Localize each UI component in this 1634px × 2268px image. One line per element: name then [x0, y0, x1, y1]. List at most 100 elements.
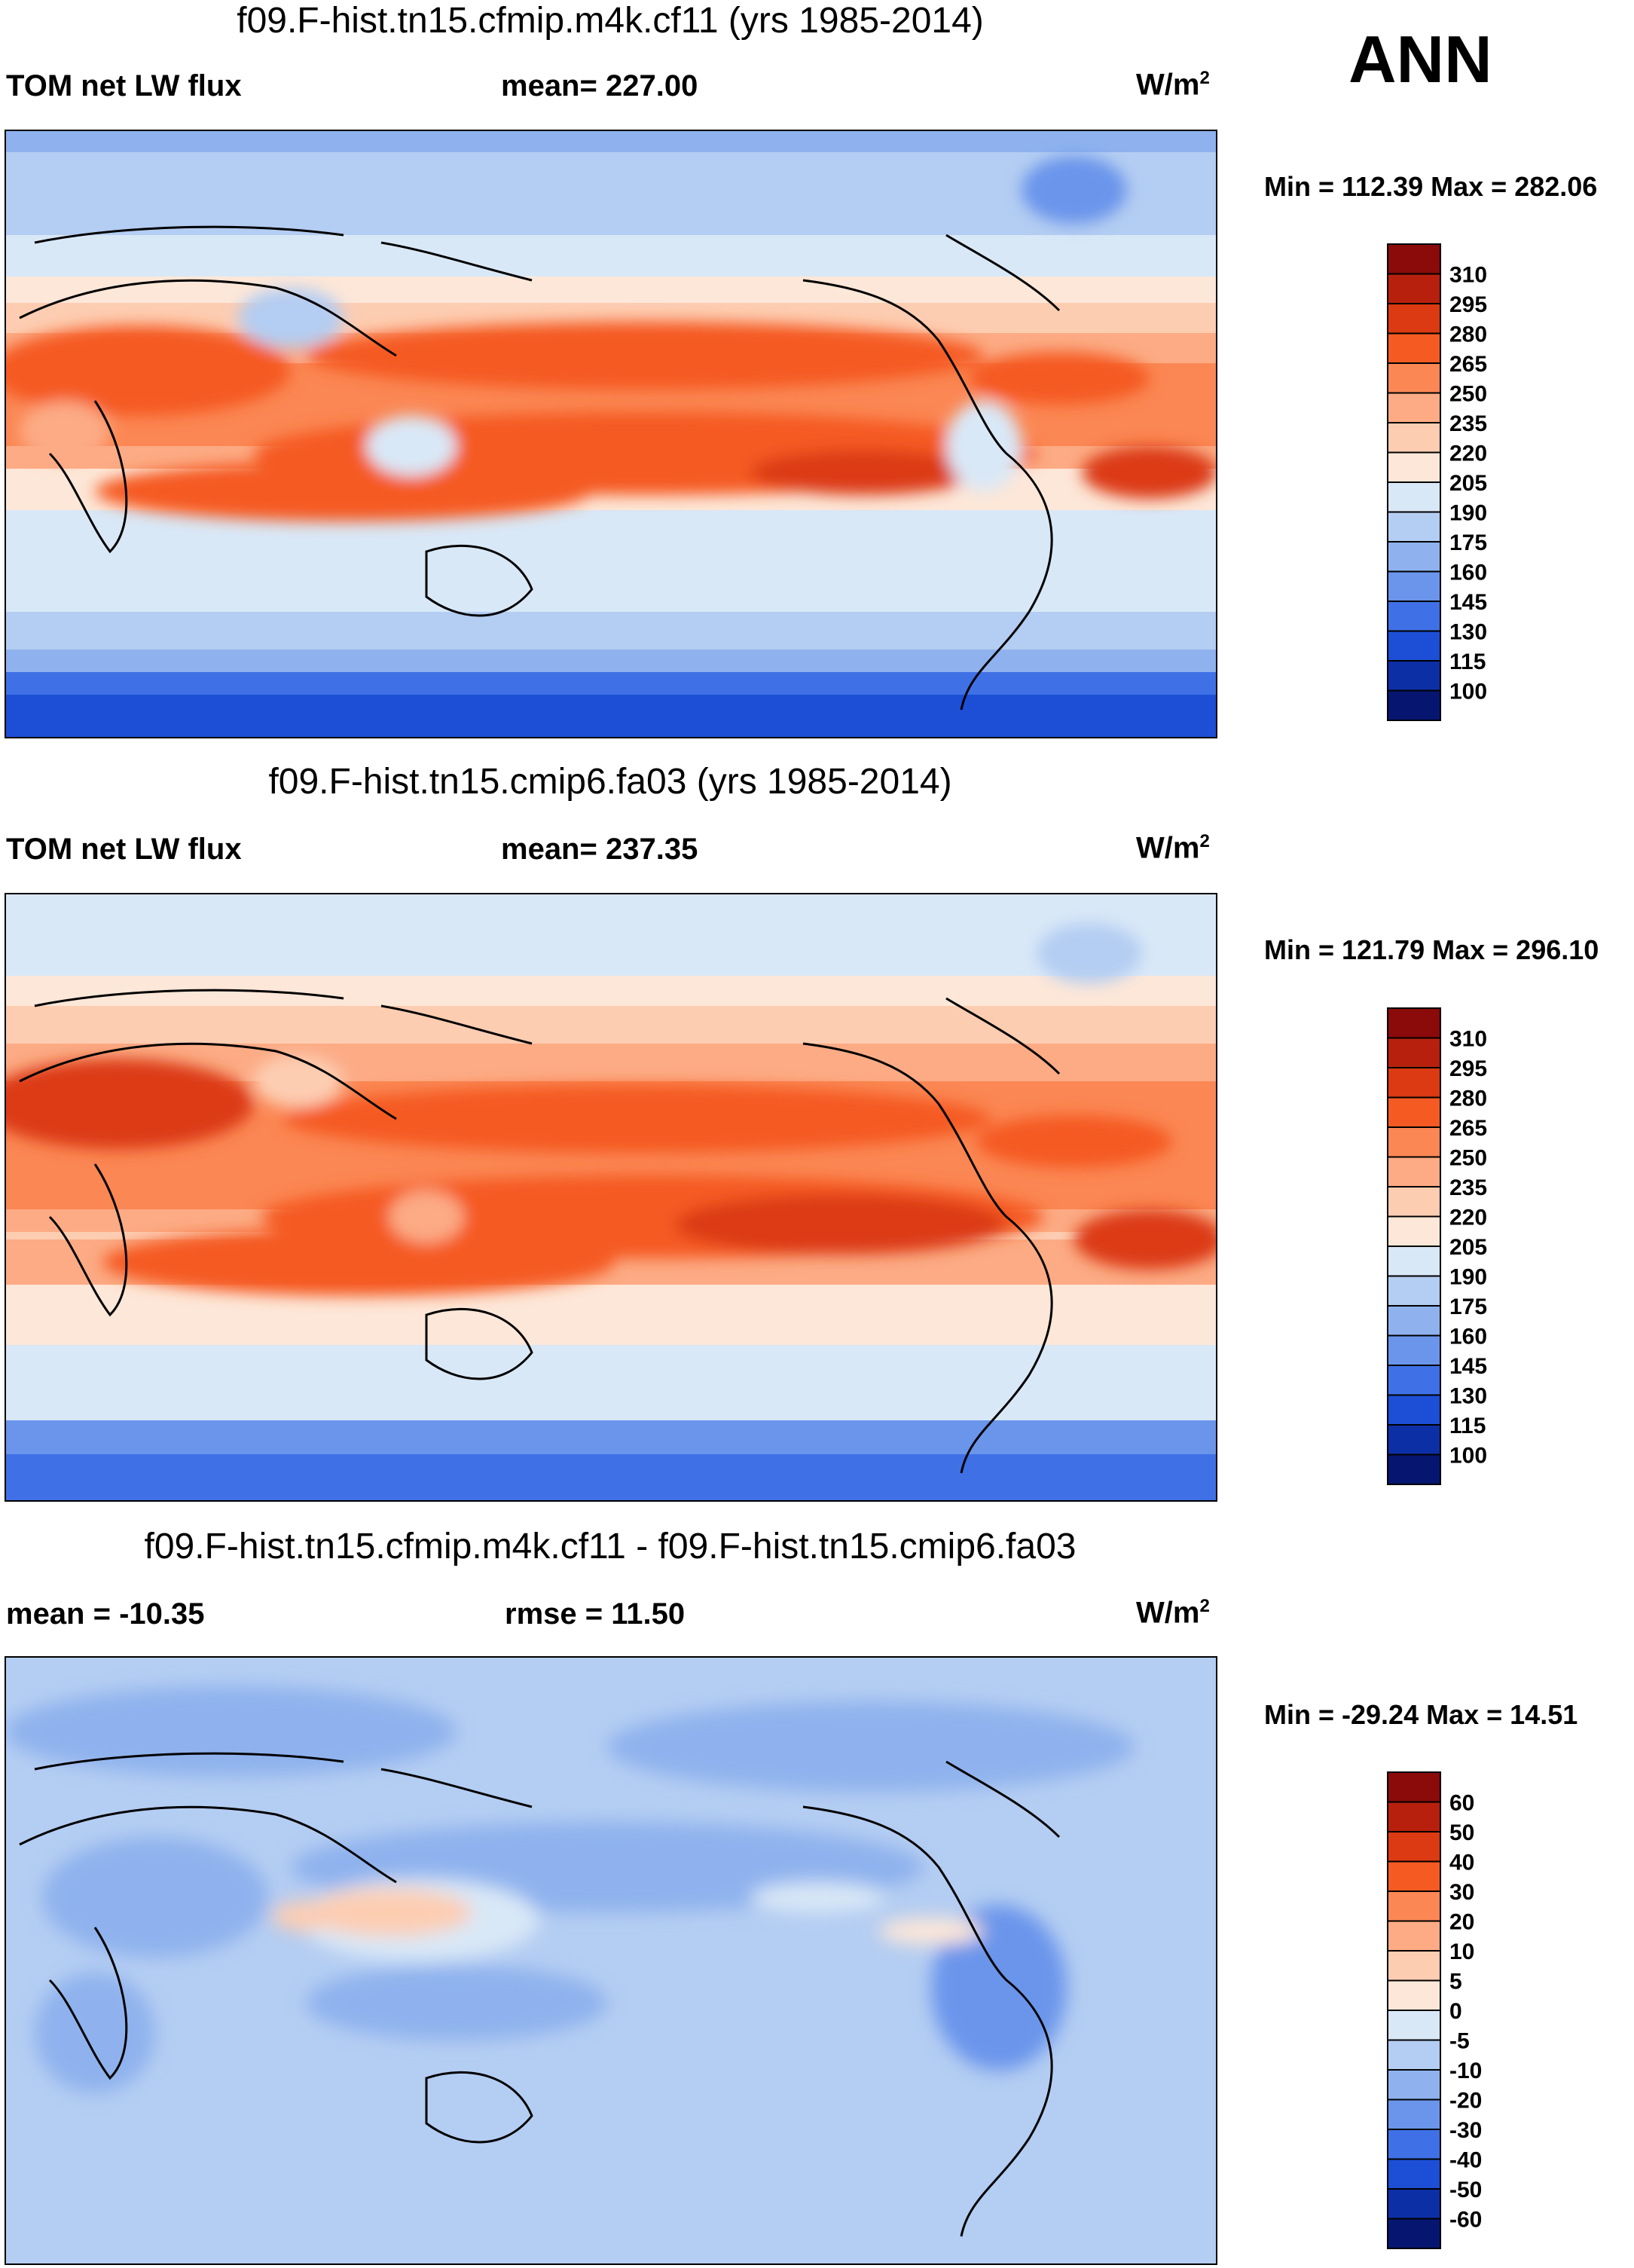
panel-3-frame [5, 1656, 1217, 2265]
colorbar-tick-label: 40 [1449, 1851, 1474, 1875]
colorbar-box [1387, 1126, 1441, 1158]
colorbar-tick-label: 250 [1449, 382, 1487, 407]
panel-2-variable-label: TOM net LW flux [6, 833, 242, 866]
colorbar-box [1387, 1037, 1441, 1068]
colorbar-box [1387, 511, 1441, 543]
units-exponent: 2 [1199, 831, 1210, 851]
panel-2-blob-6 [976, 1115, 1172, 1168]
panel-1-blob-7 [238, 288, 344, 348]
panel-1-min-max: Min = 112.39 Max = 282.06 [1264, 171, 1598, 202]
colorbar-box [1387, 392, 1441, 423]
panel-2-blob-1 [675, 1194, 1006, 1255]
panel-2-units: W/m2 [1136, 831, 1210, 865]
panel-1-blob-2 [1082, 446, 1217, 499]
panel-3-blob-6 [306, 1965, 607, 2040]
panel-3-title: f09.F-hist.tn15.cfmip.m4k.cf11 - f09.F-h… [144, 1527, 1077, 1567]
colorbar-box [1387, 2010, 1441, 2041]
colorbar-tick-label: 175 [1449, 530, 1487, 555]
colorbar-box [1387, 1424, 1441, 1456]
panel-2-band-9 [5, 1454, 1217, 1502]
colorbar-tick-label: 250 [1449, 1146, 1487, 1171]
panel-3-blob-1 [607, 1701, 1135, 1792]
colorbar-tick-label: 280 [1449, 322, 1487, 347]
colorbar-box [1387, 2158, 1441, 2190]
panel-2-band-6 [5, 1285, 1217, 1353]
panel-1-blob-3 [95, 461, 592, 521]
panel-1-blob-10 [1022, 156, 1127, 224]
colorbar-tick-label: 20 [1449, 1910, 1474, 1935]
colorbar-tick-label: -10 [1449, 2059, 1482, 2083]
panel-1-blob-9 [946, 401, 1022, 491]
panel-2-min-max: Min = 121.79 Max = 296.10 [1264, 934, 1599, 965]
colorbar-box [1387, 630, 1441, 662]
colorbar-box [1387, 1860, 1441, 1892]
colorbar-tick-label: 310 [1449, 263, 1487, 288]
colorbar-tick-label: 190 [1449, 1265, 1487, 1290]
colorbar-tick-label: 175 [1449, 1294, 1487, 1319]
colorbar-box [1387, 2098, 1441, 2130]
colorbar-box [1387, 1453, 1441, 1485]
colorbar-tick-label: 5 [1449, 1970, 1462, 1994]
panel-3-blob-0 [5, 1686, 457, 1777]
panel-1-variable-label: TOM net LW flux [6, 69, 242, 102]
colorbar-box [1387, 660, 1441, 692]
colorbar-tick-label: 310 [1449, 1027, 1487, 1052]
colorbar-tick-label: 145 [1449, 1354, 1487, 1379]
colorbar-box [1387, 1801, 1441, 1832]
panel-3-blob-10 [878, 1918, 984, 1945]
panel-1-blob-4 [306, 322, 984, 390]
colorbar-box [1387, 1215, 1441, 1247]
colorbar-box [1387, 1920, 1441, 1952]
colorbar-tick-label: 205 [1449, 1235, 1487, 1260]
panel-3-mean-label: mean = -10.35 [6, 1597, 205, 1631]
colorbar-tick-label: 130 [1449, 620, 1487, 645]
panel-1-blob-6 [5, 326, 291, 416]
units-text: W/m [1136, 68, 1200, 102]
panel-1-blob-8 [366, 416, 457, 476]
colorbar-tick-label: 235 [1449, 411, 1487, 436]
colorbar-box [1387, 1067, 1441, 1099]
panel-3-map [5, 1656, 1217, 2265]
colorbar-tick-label: 280 [1449, 1087, 1487, 1111]
panel-3-blob-8 [306, 1888, 472, 1936]
panel-2-blob-8 [1037, 923, 1142, 983]
colorbar-tick-label: 10 [1449, 1939, 1474, 1964]
colorbar-box [1387, 422, 1441, 454]
colorbar-box [1387, 1334, 1441, 1366]
panel-2-frame [5, 893, 1217, 1502]
panel-3-blob-2 [42, 1837, 268, 1958]
colorbar-tick-label: 295 [1449, 1056, 1487, 1081]
colorbar-box [1387, 332, 1441, 364]
colorbar-tick-label: -50 [1449, 2178, 1482, 2202]
panel-2-mean-label: mean= 237.35 [501, 833, 698, 866]
colorbar-box [1387, 1365, 1441, 1396]
panel-2-blob-5 [5, 1059, 253, 1149]
colorbar-tick-label: 100 [1449, 680, 1487, 705]
colorbar-tick-label: -30 [1449, 2118, 1482, 2143]
panel-3-rmse-label: rmse = 11.50 [505, 1597, 686, 1631]
colorbar-tick-label: 205 [1449, 471, 1487, 496]
panel-1-blob-5 [969, 352, 1150, 405]
colorbar-tick-label: 145 [1449, 590, 1487, 615]
colorbar-tick-label: 30 [1449, 1880, 1474, 1905]
colorbar-box [1387, 1950, 1441, 1982]
colorbar-box [1387, 1305, 1441, 1337]
colorbar-tick-label: 130 [1449, 1384, 1487, 1409]
colorbar-box [1387, 1394, 1441, 1426]
panel-2-coastlines [19, 989, 1061, 1474]
panel-1-frame [5, 130, 1217, 738]
units-text: W/m [1136, 1596, 1200, 1630]
units-exponent: 2 [1199, 1596, 1210, 1616]
season-label: ANN [1348, 22, 1492, 96]
colorbar-tick-label: 115 [1449, 650, 1486, 674]
units-text: W/m [1136, 831, 1200, 865]
panel-1-colorbar: 310 295 280 265 250 235 220 205 190 175 160 145 130 1… [1387, 243, 1487, 721]
colorbar-box [1387, 2188, 1441, 2220]
colorbar-box [1387, 1771, 1441, 1803]
colorbar-box [1387, 1831, 1441, 1863]
colorbar-tick-label: 60 [1449, 1791, 1474, 1816]
colorbar-box [1387, 1156, 1441, 1187]
colorbar-box [1387, 1186, 1441, 1218]
panel-3-blob-11 [750, 1882, 886, 1912]
colorbar-tick-label: 265 [1449, 352, 1487, 377]
